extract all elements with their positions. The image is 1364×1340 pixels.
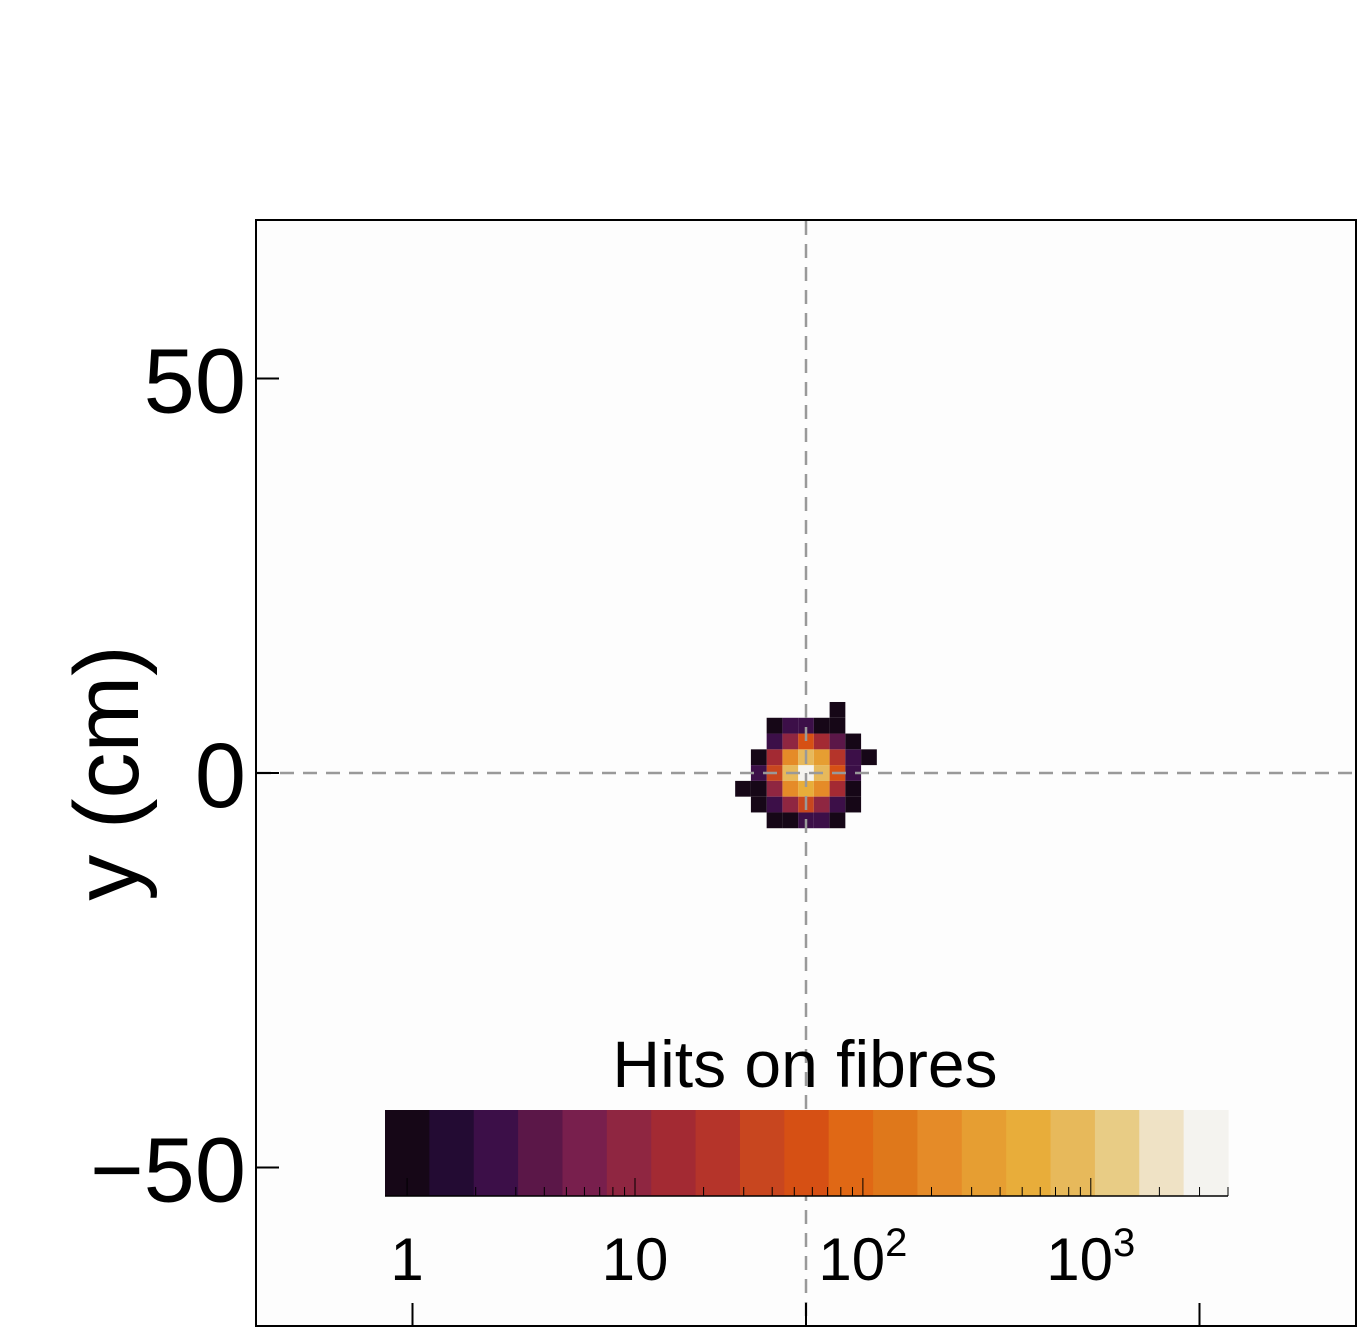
colorbar-tick-label: 102 (818, 1221, 907, 1293)
colorbar-segment (1050, 1110, 1096, 1196)
heatmap-cell (766, 717, 783, 734)
heatmap-cell (813, 812, 830, 829)
heatmap-cell (829, 733, 846, 750)
colorbar-segment (961, 1110, 1007, 1196)
colorbar-segment (518, 1110, 564, 1196)
colorbar-segment (873, 1110, 919, 1196)
colorbar-segment (473, 1110, 519, 1196)
y-axis-label: y (cm) (56, 645, 158, 900)
heatmap-cell (861, 749, 877, 766)
heatmap-cell (798, 717, 814, 734)
heatmap-cell (782, 796, 799, 813)
colorbar-segment (606, 1110, 652, 1196)
heatmap-cell (829, 780, 846, 797)
heatmap-cell (766, 812, 783, 829)
heatmap-cell (782, 780, 799, 797)
colorbar: Hits on fibres 1 10 102 103 (385, 1027, 1229, 1293)
x-axis-ticks (411, 1303, 1201, 1325)
heatmap-cell (829, 749, 846, 766)
plot-frame (255, 219, 1357, 1327)
colorbar-segment (1139, 1110, 1185, 1196)
heatmap-cell (766, 749, 783, 766)
heatmap-cell (766, 780, 783, 797)
heatmap-cell (845, 765, 862, 781)
y-tick-label: −50 (90, 1120, 246, 1222)
colorbar-tick-label: 10 (602, 1226, 669, 1293)
colorbar-ticks (406, 1178, 1229, 1196)
heatmap-cell (750, 765, 767, 781)
colorbar-segment (562, 1110, 608, 1196)
heatmap-cell (782, 749, 799, 766)
colorbar-segment (917, 1110, 963, 1196)
heatmap-cells (735, 701, 877, 829)
heatmap-cell (750, 796, 767, 813)
heatmap-cell (798, 733, 814, 750)
heatmap-cell (829, 796, 846, 813)
colorbar-labels: 1 10 102 103 (390, 1221, 1135, 1293)
colorbar-segment (828, 1110, 874, 1196)
heatmap-cell (813, 733, 830, 750)
heatmap-cell (782, 733, 799, 750)
colorbar-segment (1006, 1110, 1052, 1196)
heatmap-cell (782, 717, 799, 734)
heatmap-cell (735, 780, 751, 797)
heatmap-cell (845, 796, 862, 813)
colorbar-tick-label: 1 (390, 1226, 423, 1293)
heatmap-cell (750, 749, 767, 766)
heatmap-cell (750, 780, 767, 797)
colorbar-segment (695, 1110, 741, 1196)
heatmap-cell (798, 780, 814, 797)
heatmap-cell (766, 733, 783, 750)
heatmap-cell (845, 780, 862, 797)
y-tick-label: 50 (144, 331, 246, 433)
colorbar-segments (385, 1110, 1229, 1197)
colorbar-segment (739, 1110, 785, 1196)
heatmap-cell (766, 796, 783, 813)
heatmap-cell (845, 733, 862, 750)
heatmap-cell (813, 780, 830, 797)
heatmap-cell (829, 717, 846, 734)
heatmap-cell (813, 749, 830, 766)
heatmap-cell (845, 749, 862, 766)
y-tick-label: 0 (195, 725, 246, 827)
colorbar-segment (1094, 1110, 1140, 1196)
colorbar-segment (429, 1110, 475, 1196)
heatmap-cell (829, 701, 846, 718)
colorbar-segment (1183, 1110, 1229, 1196)
colorbar-segment (784, 1110, 830, 1196)
y-axis: −50 0 50 (90, 331, 279, 1222)
colorbar-tick-label: 103 (1046, 1221, 1135, 1293)
heatmap-cell (782, 812, 799, 829)
heatmap-cell (829, 812, 846, 829)
heatmap-cell (813, 796, 830, 813)
colorbar-segment (651, 1110, 697, 1196)
colorbar-title: Hits on fibres (612, 1027, 997, 1101)
heatmap-cell (813, 717, 830, 734)
